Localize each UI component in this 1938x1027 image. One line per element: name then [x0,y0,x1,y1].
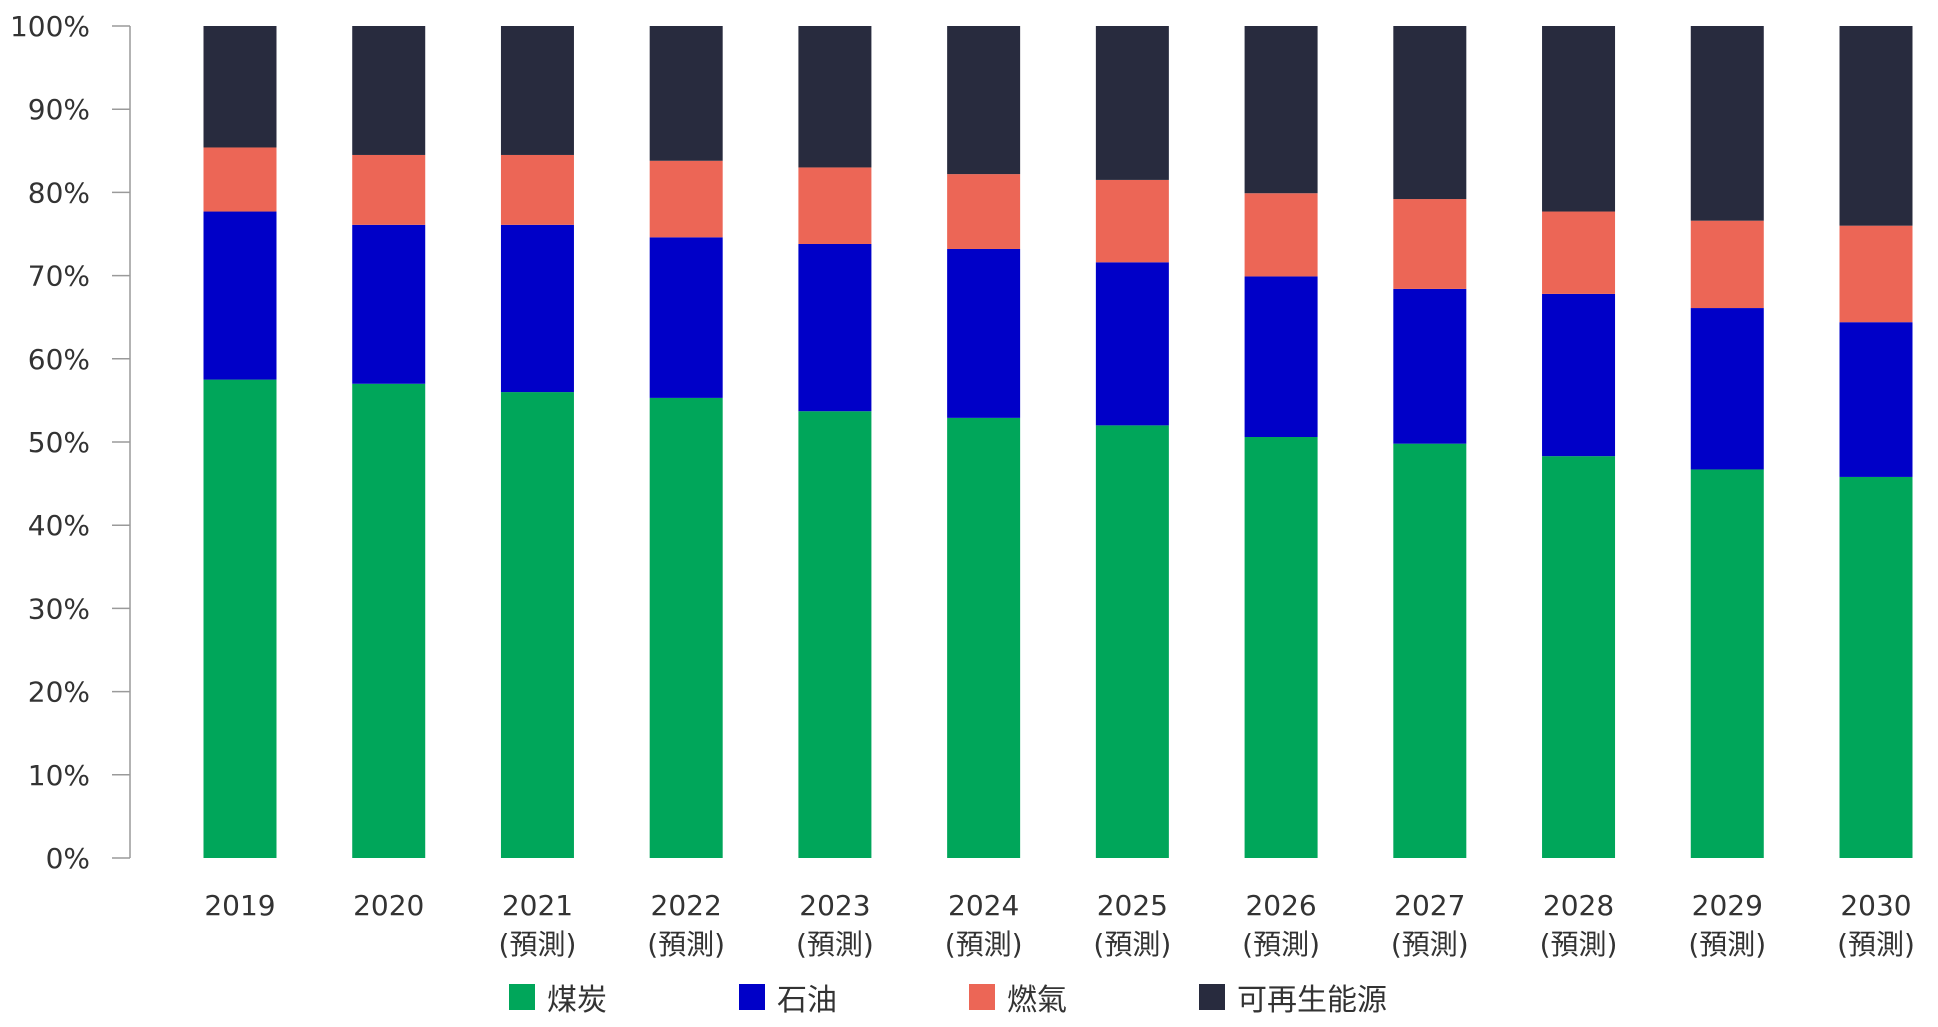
x-tick-sublabel: (預測) [647,928,725,961]
x-tick-sublabel: (預測) [1242,928,1320,961]
bar-segment [1839,26,1913,226]
bar-segment [1244,193,1318,277]
bar-segment [1095,262,1169,426]
bar-segment [1690,469,1764,858]
x-tick-sublabel: (預測) [1391,928,1469,961]
y-tick-label: 60% [28,343,90,376]
legend-label-coal: 煤炭 [547,983,607,1018]
y-tick-label: 80% [28,176,90,209]
bar-segment [1393,199,1467,289]
legend-swatch-coal [509,984,535,1010]
bar-segment [1244,437,1318,858]
x-tick-sublabel: (預測) [945,928,1023,961]
bar-segment [203,147,277,212]
legend-item-coal: 煤炭 [509,975,739,1019]
bar-segment [649,397,723,858]
x-tick-sublabel: (預測) [1540,928,1618,961]
bar-segment [947,26,1021,175]
bar-segment [1542,456,1616,858]
bar-segment [352,154,426,225]
bar-segment [1690,220,1764,309]
y-tick-label: 50% [28,426,90,459]
bar-segment [1244,26,1318,194]
bar-segment [1095,26,1169,180]
bar-segment [1542,293,1616,457]
y-tick-label: 0% [46,842,90,875]
bar-segment [1839,476,1913,858]
bar-segment [798,167,872,244]
bar-segment [947,174,1021,249]
bar-segment [1393,288,1467,444]
legend-item-renewables: 可再生能源 [1199,975,1429,1019]
legend-swatch-oil [739,984,765,1010]
bar-segment [352,224,426,384]
bar-segment [352,383,426,858]
bar-segment [649,237,723,398]
y-tick-label: 30% [28,592,90,625]
bar-segment [500,26,574,155]
bar-segment [1690,308,1764,470]
bar-segment [1542,26,1616,212]
x-tick-label: 2025 [1097,889,1168,922]
x-tick-sublabel: (預測) [1093,928,1171,961]
bar-segment [1542,211,1616,294]
x-tick-label: 2026 [1245,889,1316,922]
bar-segment [1244,276,1318,438]
x-tick-label: 2021 [502,889,573,922]
bar-segment [798,243,872,412]
x-tick-sublabel: (預測) [1837,928,1915,961]
legend-item-gas: 燃氣 [969,975,1199,1019]
legend-label-renewables: 可再生能源 [1237,983,1387,1018]
y-tick-label: 90% [28,93,90,126]
legend-swatch-renewables [1199,984,1225,1010]
bar-segment [500,154,574,225]
x-tick-sublabel: (預測) [1688,928,1766,961]
x-tick-sublabel: (預測) [499,928,577,961]
y-tick-label: 40% [28,509,90,542]
x-tick-label: 2029 [1692,889,1763,922]
bar-segment [947,248,1021,418]
bar-segment [649,160,723,238]
bar-segment [352,26,426,155]
y-tick-label: 100% [10,10,90,43]
bar-segment [798,411,872,858]
legend-item-oil: 石油 [739,975,969,1019]
x-tick-label: 2027 [1394,889,1465,922]
x-tick-label: 2019 [204,889,275,922]
legend-label-oil: 石油 [777,983,837,1018]
bar-segment [1839,322,1913,477]
y-tick-label: 10% [28,759,90,792]
bar-segment [1839,225,1913,323]
bar-segment [203,211,277,380]
bar-segment [500,224,574,393]
bar-segment [1393,26,1467,200]
bar-segment [649,26,723,161]
bar-segment [500,392,574,858]
x-tick-label: 2023 [799,889,870,922]
x-tick-label: 2028 [1543,889,1614,922]
x-tick-label: 2022 [651,889,722,922]
x-tick-label: 2024 [948,889,1019,922]
y-tick-label: 70% [28,260,90,293]
x-tick-label: 2030 [1840,889,1911,922]
bar-segment [203,379,277,858]
bar-segment [203,26,277,148]
legend-swatch-gas [969,984,995,1010]
x-tick-sublabel: (預測) [796,928,874,961]
bar-segment [947,417,1021,858]
y-tick-label: 20% [28,676,90,709]
x-tick-label: 2020 [353,889,424,922]
bar-segment [1095,179,1169,263]
legend: 煤炭 石油 燃氣 可再生能源 [0,975,1938,1019]
bar-segment [798,26,872,168]
bar-segment [1095,425,1169,858]
bar-segment [1690,26,1764,221]
legend-label-gas: 燃氣 [1007,983,1067,1018]
stacked-bar-chart: 0% 10% 20% 30% 40% 50% 60% 70% 80% 90% 100% 2019 202… [10,10,1915,961]
bar-segment [1393,443,1467,858]
